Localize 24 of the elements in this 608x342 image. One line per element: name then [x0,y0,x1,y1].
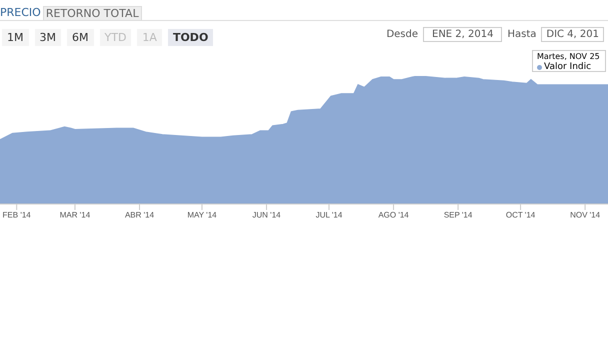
x-tick-label: MAY '14 [187,210,218,220]
text: RETORNO TOTAL [42,6,142,21]
x-tick-label: OCT '14 [506,210,536,220]
text: 3M [34,29,61,46]
text: 1A [137,29,162,46]
x-tick-label: JUN '14 [252,210,282,220]
x-tick-label: JUL '14 [316,210,343,220]
text: PRECIO [0,6,41,21]
x-tick-label: MAR '14 [60,210,91,220]
text: Valor Indic [544,62,592,72]
x-tick-label: FEB '14 [2,210,32,220]
text: 1M [2,29,28,46]
text: Desde [386,29,418,40]
text: ENE 2, 2014 [423,27,502,42]
text: TODO [168,29,214,46]
x-tick-label: AGO '14 [378,210,410,220]
x-tick-label: SEP '14 [444,210,473,220]
x-tick-label: NOV '14 [570,210,601,220]
text: 6M [67,29,94,46]
text: DIC 4, 201 [541,27,604,42]
x-tick-label: ABR '14 [124,210,155,220]
text: Hasta [507,29,536,40]
text: YTD [100,29,132,46]
text: Martes, NOV 25 [537,52,601,62]
